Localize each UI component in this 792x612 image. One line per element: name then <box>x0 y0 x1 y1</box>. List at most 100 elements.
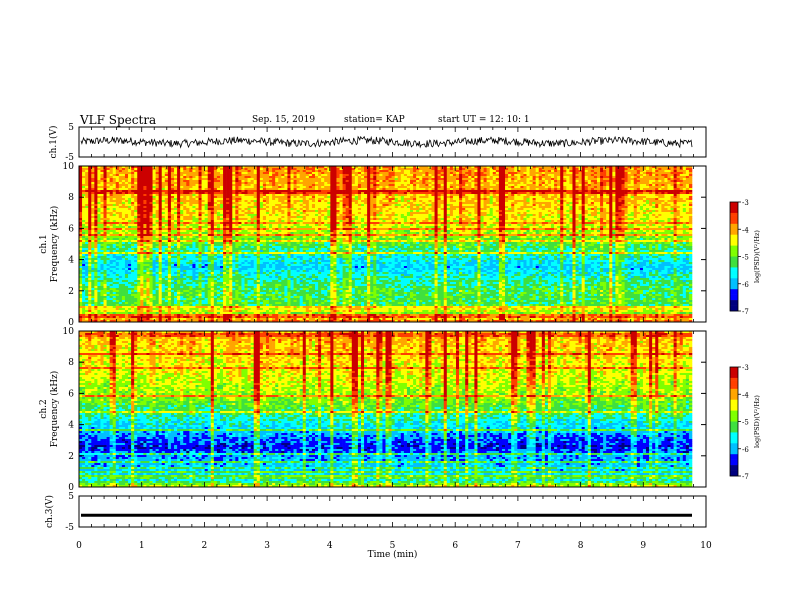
ch1-spec-cell <box>671 186 674 188</box>
ch1-spec-cell <box>284 178 287 180</box>
ch1-spec-cell <box>444 188 447 190</box>
ch1-spec-cell <box>649 192 652 194</box>
ch1-spec-cell <box>386 188 389 190</box>
ch1-spec-cell <box>306 188 309 190</box>
ch1-spec-cell <box>416 182 419 184</box>
ch1-spec-cell <box>554 170 557 172</box>
ch1-spec-cell <box>634 184 637 186</box>
ch1-spec-cell <box>548 212 551 214</box>
ch1-spec-cell <box>211 174 214 176</box>
ch1-spec-cell <box>658 182 661 184</box>
ch1-spec-cell <box>346 168 349 170</box>
ch1-spec-cell <box>422 178 425 180</box>
ch1-spec-cell <box>180 182 183 184</box>
ch1-spec-cell <box>447 188 450 190</box>
ch1-spec-cell <box>340 180 343 182</box>
ch1-spec-cell <box>526 180 529 182</box>
ch1-spec-cell <box>600 196 603 198</box>
ch1-spec-cell <box>361 182 364 184</box>
ch1-spec-cell <box>251 198 254 200</box>
ch1-spec-cell <box>566 170 569 172</box>
ch1-spec-cell <box>572 178 575 180</box>
ch1-spec-cell <box>379 206 382 208</box>
ch1-spec-cell <box>318 168 321 170</box>
ch1-spec-cell <box>104 172 107 174</box>
ch1-spec-cell <box>597 198 600 200</box>
ch1-spec-cell <box>343 186 346 188</box>
ch1-spec-cell <box>664 206 667 208</box>
ch1-spec-cell <box>168 212 171 214</box>
ch1-spec-cell <box>373 178 376 180</box>
ch1-spec-cell <box>539 204 542 206</box>
ch1-spec-cell <box>392 204 395 206</box>
ch1-spec-cell <box>453 192 456 194</box>
ch1-spec-cell <box>435 210 438 212</box>
ch1-spec-cell <box>315 212 318 214</box>
ch1-spec-cell <box>336 200 339 202</box>
ch1-spec-cell <box>444 170 447 172</box>
ch1-spec-cell <box>444 186 447 188</box>
ch1-spec-cell <box>536 196 539 198</box>
ch1-spec-cell <box>435 180 438 182</box>
ch1-spec-cell <box>603 210 606 212</box>
ch1-spec-cell <box>315 174 318 176</box>
ch1-spec-cell <box>490 208 493 210</box>
ch1-spec-cell <box>248 200 251 202</box>
ch1-spec-cell <box>168 188 171 190</box>
ch1-spec-cell <box>603 194 606 196</box>
ch1-spec-cell <box>159 190 162 192</box>
ch1-spec-cell <box>625 180 628 182</box>
ch1-spec-cell <box>563 198 566 200</box>
ch1-spec-cell <box>637 184 640 186</box>
ch1-spec-cell <box>416 202 419 204</box>
ch1-spec-cell <box>202 184 205 186</box>
ch1-spec-cell <box>422 200 425 202</box>
ch1-spec-cell <box>658 212 661 214</box>
ch1-spec-cell <box>85 202 88 204</box>
ch1-spec-cell <box>327 184 330 186</box>
ch1-spec-cell <box>465 174 468 176</box>
ch1-spec-cell <box>572 188 575 190</box>
ch1-spec-cell <box>526 194 529 196</box>
ch1-spec-cell <box>661 200 664 202</box>
ch1-spec-cell <box>260 204 263 206</box>
ch1-spec-cell <box>563 186 566 188</box>
ch1-spec-cell <box>579 190 582 192</box>
ch1-spec-cell <box>612 188 615 190</box>
ch1-spec-cell <box>260 168 263 170</box>
ch1-spec-cell <box>686 174 689 176</box>
ch1-spec-cell <box>514 188 517 190</box>
ch1-spec-cell <box>284 182 287 184</box>
ch1-spec-cell <box>618 182 621 184</box>
ch1-spec-cell <box>386 172 389 174</box>
ch1-spec-cell <box>594 174 597 176</box>
ch1-spec-cell <box>254 188 257 190</box>
ch1-spec-cell <box>346 208 349 210</box>
ch1-spec-cell <box>493 212 496 214</box>
ch1-spec-cell <box>606 206 609 208</box>
ch1-spec-cell <box>79 186 82 188</box>
ch1-spec-cell <box>208 212 211 214</box>
ch1-spec-cell <box>643 212 646 214</box>
ch1-spec-cell <box>119 188 122 190</box>
ch1-spec-cell <box>536 192 539 194</box>
ch1-spec-cell <box>235 196 238 198</box>
ch1-spec-cell <box>278 188 281 190</box>
ch1-spec-cell <box>199 214 202 216</box>
ch1-spec-cell <box>248 168 251 170</box>
ch1-spec-cell <box>410 182 413 184</box>
ch1-spec-cell <box>217 196 220 198</box>
ch1-spec-cell <box>229 188 232 190</box>
ch1-spec-cell <box>600 198 603 200</box>
ch1-spec-cell <box>576 170 579 172</box>
ch1-spec-cell <box>171 204 174 206</box>
ch1-spec-cell <box>254 208 257 210</box>
ch1-spectrogram-panel: 0246810ch.1 Frequency (kHz) <box>39 162 706 328</box>
ch1-spec-cell <box>177 200 180 202</box>
ch1-spec-cell <box>214 212 217 214</box>
ch1-spec-cell <box>471 202 474 204</box>
ch1-spec-cell <box>428 188 431 190</box>
ch1-spec-cell <box>539 198 542 200</box>
ch1-spec-cell <box>171 198 174 200</box>
ch1-spec-cell <box>119 168 122 170</box>
